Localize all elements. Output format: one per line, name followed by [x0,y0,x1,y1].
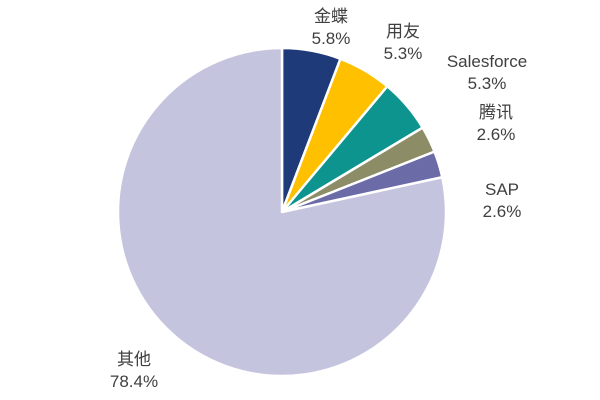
slice-label-salesforce: Salesforce 5.3% [447,51,527,95]
slice-name: SAP [484,180,520,199]
slice-label-jindie: 金蝶 5.8% [312,6,351,50]
slice-percent: 5.8% [311,29,351,48]
slice-label-tencent: 腾讯 2.6% [477,102,516,146]
slice-name: 腾讯 [479,103,513,122]
slice-percent: 5.3% [467,74,507,93]
slice-percent: 5.3% [383,44,423,63]
slice-percent: 2.6% [482,202,522,221]
slice-label-sap: SAP 2.6% [483,179,522,223]
slice-percent: 2.6% [476,125,516,144]
slice-label-others: 其他 78.4% [110,349,158,393]
slice-name: Salesforce [446,52,528,71]
slice-name: 金蝶 [314,7,348,26]
slice-name: 其他 [116,350,151,369]
slice-name: 用友 [386,22,420,41]
pie-slice-5 [116,46,448,378]
slice-percent: 78.4% [109,372,159,391]
slice-label-yonyou: 用友 5.3% [384,21,423,65]
